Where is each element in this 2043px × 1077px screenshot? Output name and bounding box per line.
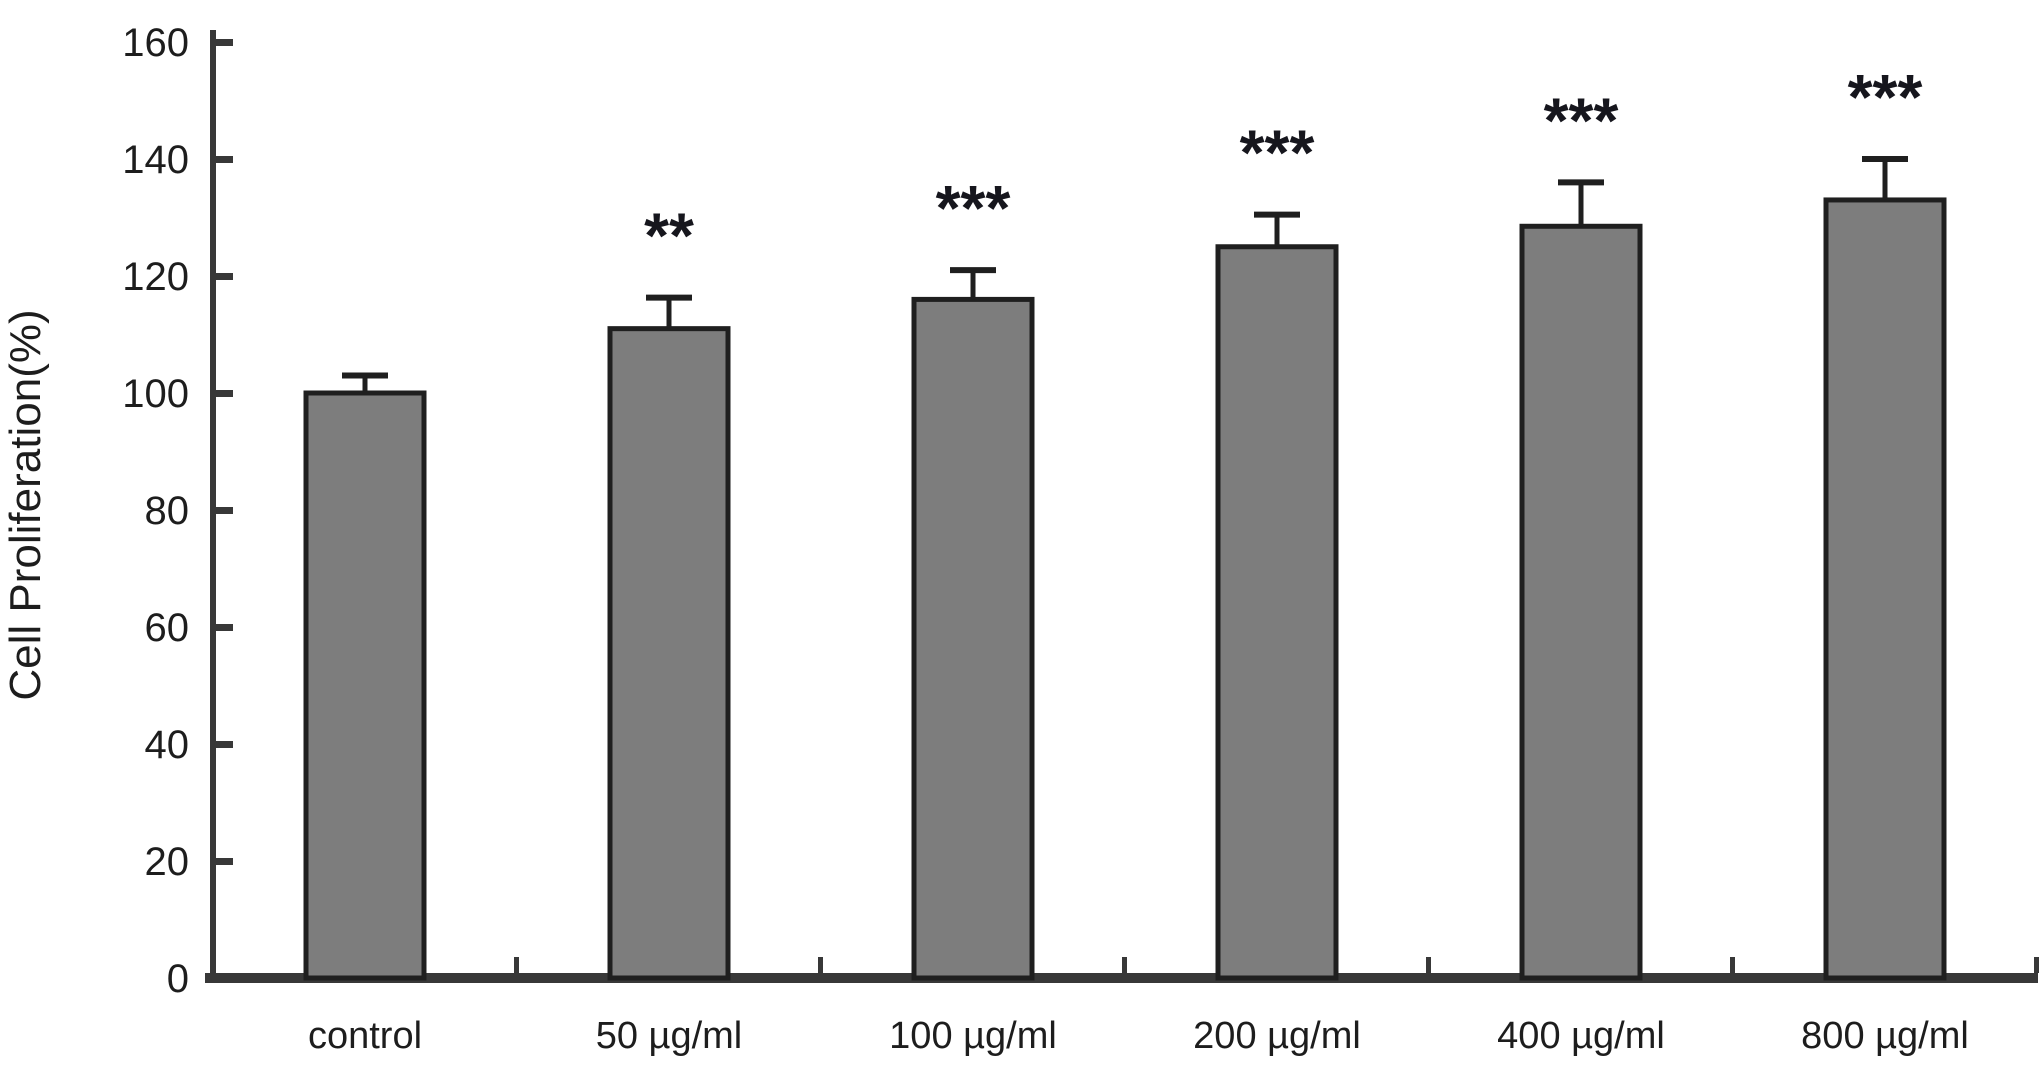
y-axis-tick [213, 858, 233, 865]
y-tick-label: 120 [122, 255, 189, 299]
y-tick-label: 160 [122, 21, 189, 65]
x-axis-tick [1122, 957, 1127, 973]
x-tick-label: 200 µg/ml [1193, 1015, 1361, 1057]
significance-label: *** [1544, 84, 1619, 156]
y-tick-label: 140 [122, 138, 189, 182]
significance-label: *** [936, 172, 1011, 244]
bar [1215, 244, 1339, 981]
x-tick-label: 50 µg/ml [596, 1015, 743, 1057]
x-axis-tick [818, 957, 823, 973]
y-axis [210, 30, 216, 982]
y-tick-label: 0 [167, 957, 189, 1001]
x-tick-label: control [308, 1015, 422, 1057]
significance-label: *** [1240, 117, 1315, 189]
x-tick-label: 100 µg/ml [889, 1015, 1057, 1057]
y-axis-tick [213, 273, 233, 280]
y-axis-tick [213, 390, 233, 397]
bar [303, 390, 427, 981]
y-tick-label: 40 [145, 723, 190, 767]
bar [911, 296, 1035, 981]
significance-label: *** [1848, 61, 1923, 133]
y-tick-label: 80 [145, 489, 190, 533]
y-tick-label: 20 [145, 840, 190, 884]
bar [1823, 197, 1947, 981]
y-axis-tick [213, 741, 233, 748]
y-axis-title: Cell Proliferation(%) [1, 309, 50, 700]
x-tick-label: 400 µg/ml [1497, 1015, 1665, 1057]
x-axis-tick [2034, 957, 2039, 973]
significance-label: ** [644, 200, 694, 272]
x-axis-tick [1426, 957, 1431, 973]
y-tick-label: 60 [145, 606, 190, 650]
bar [607, 326, 731, 981]
y-tick-label: 100 [122, 372, 189, 416]
y-axis-tick [213, 624, 233, 631]
y-axis-tick [213, 156, 233, 163]
y-axis-tick [213, 507, 233, 514]
x-axis-tick [1730, 957, 1735, 973]
x-axis [205, 973, 2038, 983]
x-axis-tick [514, 957, 519, 973]
x-tick-label: 800 µg/ml [1801, 1015, 1969, 1057]
y-axis-tick [213, 39, 233, 46]
bar [1519, 223, 1643, 981]
